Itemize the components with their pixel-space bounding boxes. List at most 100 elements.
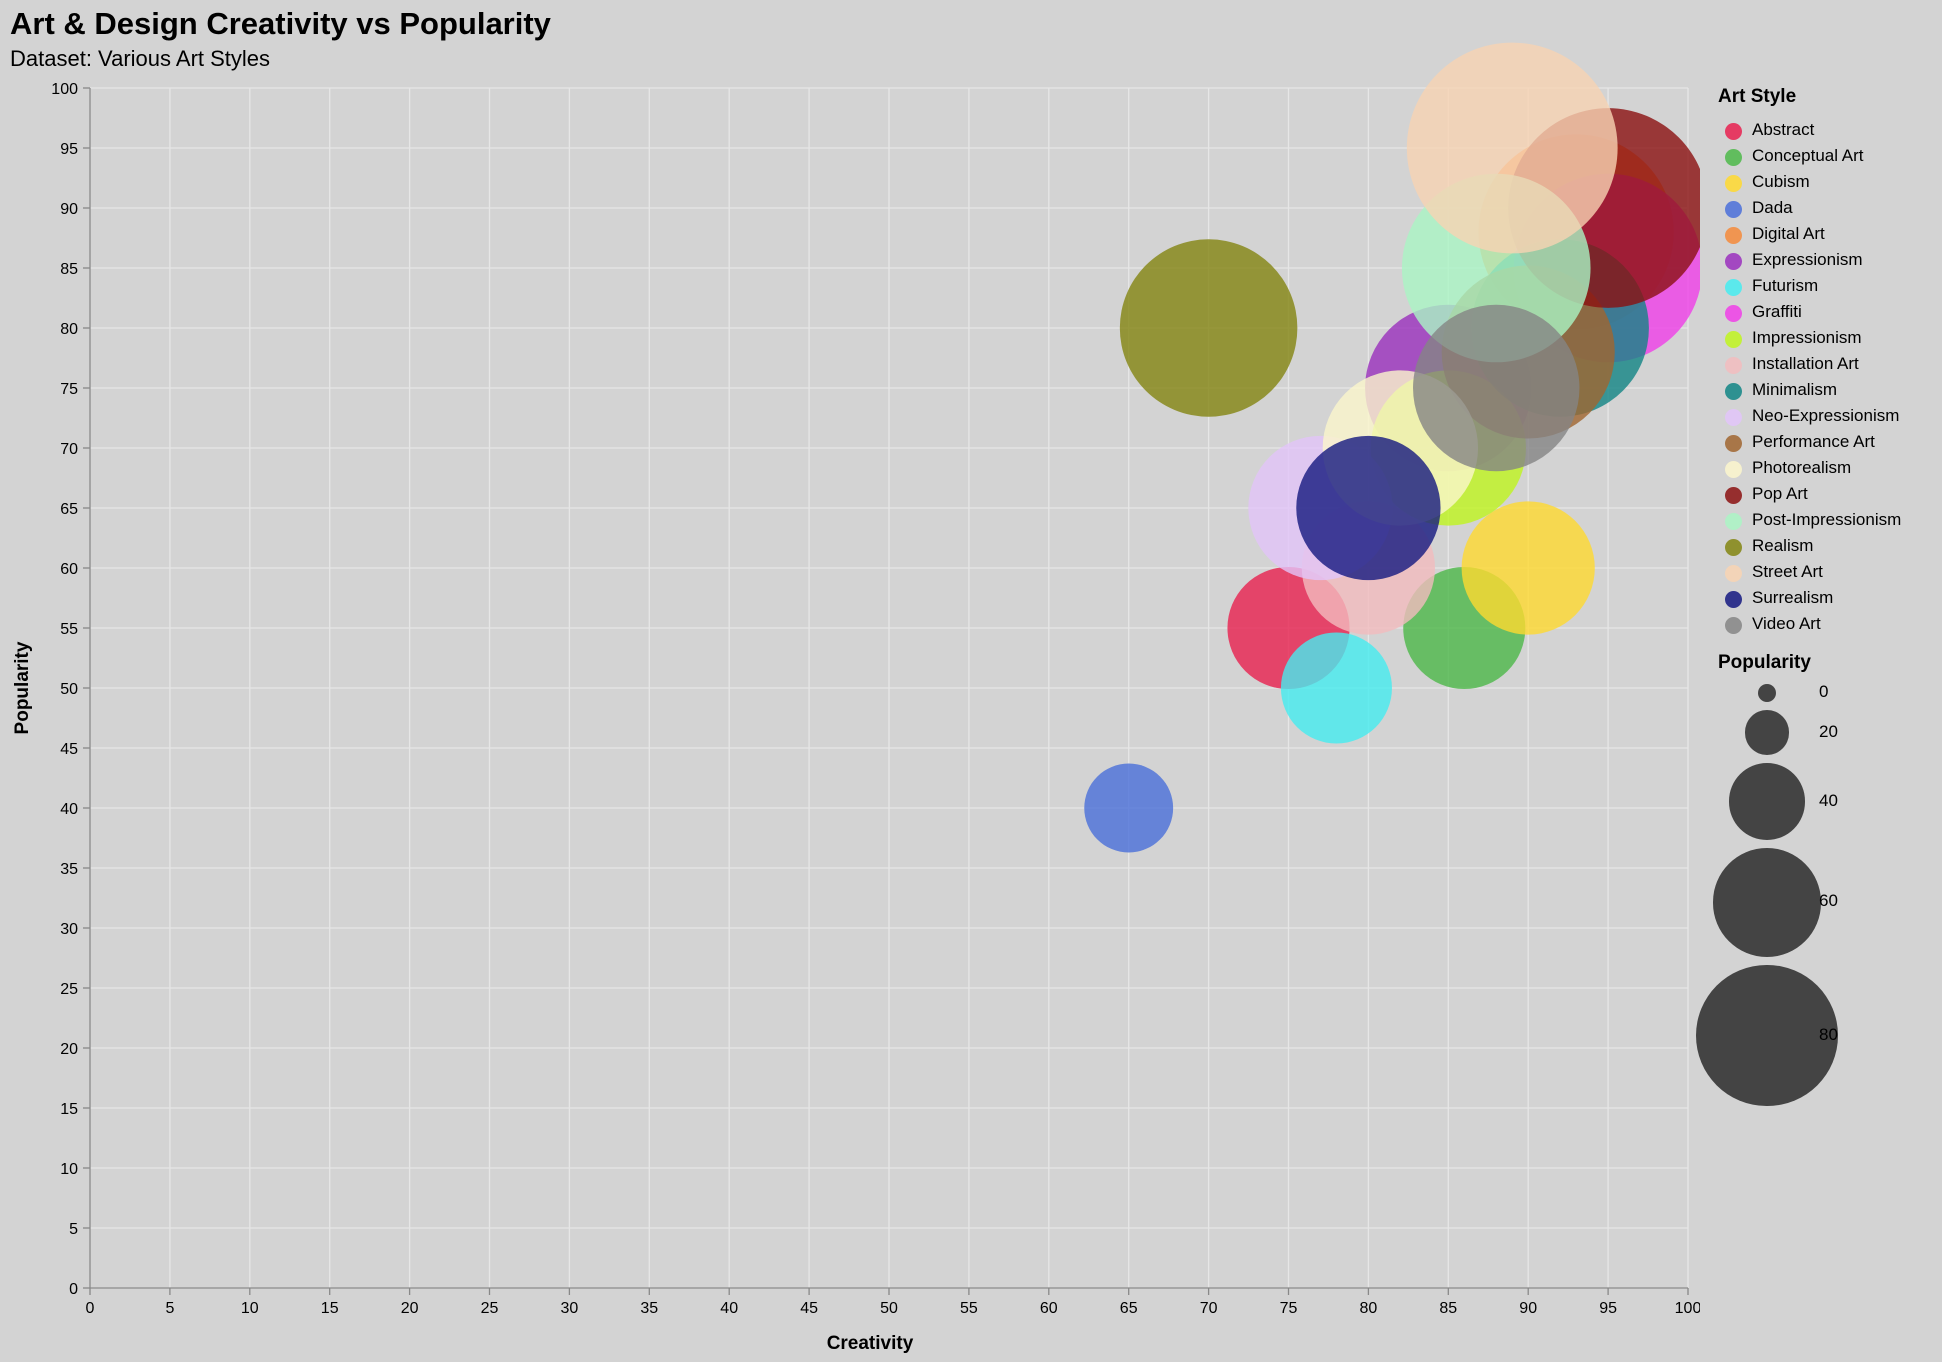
legend-label: Video Art (1752, 614, 1821, 633)
legend-swatch (1725, 383, 1742, 400)
x-tick-label: 30 (561, 1300, 579, 1317)
legend-swatch (1725, 279, 1742, 296)
legend-label: Performance Art (1752, 432, 1875, 451)
y-tick-label: 90 (60, 201, 78, 218)
size-legend: 0 20 40 60 80 (1696, 682, 1938, 1107)
legend-label: Dada (1752, 198, 1793, 217)
legend-swatch (1725, 149, 1742, 166)
y-tick-label: 70 (60, 441, 78, 458)
legend-label: Expressionism (1752, 250, 1863, 269)
y-tick-label: 30 (60, 921, 78, 938)
legend-swatch (1725, 357, 1742, 374)
size-legend-label: 40 (1819, 790, 1838, 810)
data-points (1084, 42, 1700, 853)
size-legend-circle (1712, 847, 1822, 957)
legend-swatch (1725, 461, 1742, 478)
legend-label: Post-Impressionism (1752, 510, 1902, 529)
y-tick-label: 80 (60, 321, 78, 338)
y-tick-label: 85 (60, 261, 78, 278)
y-tick-label: 5 (69, 1221, 78, 1238)
legend-swatch (1725, 227, 1742, 244)
x-tick-label: 25 (481, 1300, 499, 1317)
legend-label: Cubism (1752, 172, 1810, 191)
size-legend-circle (1728, 763, 1806, 840)
color-legend-title: Art Style (1718, 86, 1797, 107)
x-tick-label: 15 (321, 1300, 339, 1317)
legend-label: Graffiti (1752, 302, 1802, 321)
color-legend: Abstract Conceptual Art Cubism Dada Digital … (1718, 118, 1938, 638)
x-tick-label: 90 (1519, 1300, 1537, 1317)
legend-swatch (1725, 591, 1742, 608)
y-tick-label: 95 (60, 141, 78, 158)
y-axis-title: Popularity (12, 641, 33, 734)
size-legend-circle (1696, 964, 1838, 1107)
chart-subtitle: Dataset: Various Art Styles (10, 46, 271, 71)
legend-label: Installation Art (1752, 354, 1859, 373)
y-tick-label: 40 (60, 801, 78, 818)
legend-swatch (1725, 331, 1742, 348)
y-tick-label: 35 (60, 861, 78, 878)
legend-label: Realism (1752, 536, 1814, 555)
x-tick-label: 45 (800, 1300, 818, 1317)
x-tick-label: 70 (1200, 1300, 1218, 1317)
chart-title: Art & Design Creativity vs Popularity (10, 6, 551, 41)
legend-label: Surrealism (1752, 588, 1834, 607)
y-tick-label: 60 (60, 561, 78, 578)
legend-label: Abstract (1752, 120, 1815, 139)
axes: 0 5 10 15 20 25 30 35 40 45 50 55 60 65 70 75 80 85 90 95 10… (51, 81, 1700, 1317)
y-tick-label: 45 (60, 741, 78, 758)
x-tick-label: 0 (86, 1300, 95, 1317)
bubble-cubism (1461, 501, 1595, 635)
legend-swatch (1725, 435, 1742, 452)
size-legend-label: 0 (1819, 682, 1829, 702)
x-tick-label: 85 (1439, 1300, 1457, 1317)
x-tick-label: 10 (241, 1300, 259, 1317)
legend-label: Street Art (1752, 562, 1823, 581)
x-tick-label: 100 (1675, 1300, 1700, 1317)
bubble-realism (1119, 239, 1298, 417)
legend-label: Pop Art (1752, 484, 1808, 503)
legend-swatch (1725, 565, 1742, 582)
scatter-plot: 0 5 10 15 20 25 30 35 40 45 50 55 60 65 70 75 80 85 90 95 10… (12, 42, 1700, 1354)
legend-swatch (1725, 513, 1742, 530)
bubble-video-art (1413, 304, 1580, 472)
legend-label: Futurism (1752, 276, 1819, 295)
y-tick-label: 100 (51, 81, 78, 98)
bubble-surrealism (1296, 435, 1441, 581)
legend-swatch (1725, 305, 1742, 322)
legend-swatch (1725, 253, 1742, 270)
x-tick-label: 40 (720, 1300, 738, 1317)
y-tick-label: 20 (60, 1041, 78, 1058)
x-tick-label: 5 (165, 1300, 174, 1317)
legend-label: Neo-Expressionism (1752, 406, 1900, 425)
size-legend-circle (1757, 684, 1777, 703)
legend-label: Impressionism (1752, 328, 1862, 347)
size-legend-label: 20 (1819, 721, 1838, 741)
size-legend-label: 60 (1819, 891, 1838, 911)
legend-swatch (1725, 539, 1742, 556)
x-tick-label: 75 (1280, 1300, 1298, 1317)
legend-label: Conceptual Art (1752, 146, 1864, 165)
x-tick-label: 50 (880, 1300, 898, 1317)
legend-swatch (1725, 487, 1742, 504)
x-tick-label: 65 (1120, 1300, 1138, 1317)
y-tick-label: 55 (60, 621, 78, 638)
x-tick-label: 35 (640, 1300, 658, 1317)
legend-label: Photorealism (1752, 458, 1852, 477)
size-legend-circle (1744, 710, 1790, 756)
bubble-street-art (1406, 42, 1618, 254)
x-tick-label: 55 (960, 1300, 978, 1317)
size-legend-label: 80 (1819, 1024, 1838, 1044)
x-tick-label: 20 (401, 1300, 419, 1317)
y-tick-label: 75 (60, 381, 78, 398)
legend-swatch (1725, 201, 1742, 218)
y-tick-label: 25 (60, 981, 78, 998)
bubble-futurism (1280, 632, 1392, 744)
size-legend-title: Popularity (1718, 652, 1811, 673)
legend-label: Digital Art (1752, 224, 1825, 243)
legend-swatch (1725, 175, 1742, 192)
x-tick-label: 60 (1040, 1300, 1058, 1317)
y-tick-label: 0 (69, 1281, 78, 1298)
legend-swatch (1725, 123, 1742, 140)
y-tick-label: 15 (60, 1101, 78, 1118)
